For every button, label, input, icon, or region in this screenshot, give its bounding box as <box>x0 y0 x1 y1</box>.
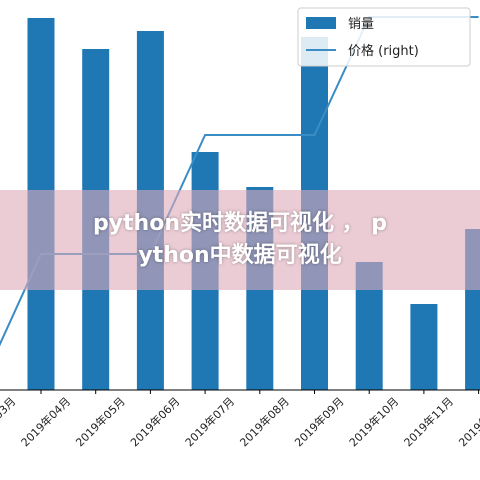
caption-line: python实时数据可视化 ， p <box>92 211 388 236</box>
x-tick-label: 2019年09月 <box>291 394 346 449</box>
x-tick-label: 2019年11月 <box>401 394 456 449</box>
x-tick-label: 2019年04月 <box>18 394 73 449</box>
x-tick-label: 2019年10月 <box>346 394 401 449</box>
legend-box <box>297 7 471 67</box>
legend-swatch <box>306 17 336 29</box>
legend-label: 销量 <box>348 17 374 32</box>
x-tick-label: 2019年03月 <box>0 394 18 449</box>
x-tick-label: 2019年12月 <box>456 394 480 449</box>
x-tick-label: 2019年08月 <box>237 394 292 449</box>
caption-banner: python实时数据可视化 ， p ython中数据可视化 <box>0 190 480 290</box>
x-tick-label: 2019年06月 <box>127 394 182 449</box>
x-tick-label: 2019年07月 <box>182 394 237 449</box>
x-tick-label: 2019年05月 <box>73 394 128 449</box>
bar <box>410 304 438 390</box>
legend-label: 价格 (right) <box>348 43 419 59</box>
caption-line: ython中数据可视化 <box>138 243 342 268</box>
